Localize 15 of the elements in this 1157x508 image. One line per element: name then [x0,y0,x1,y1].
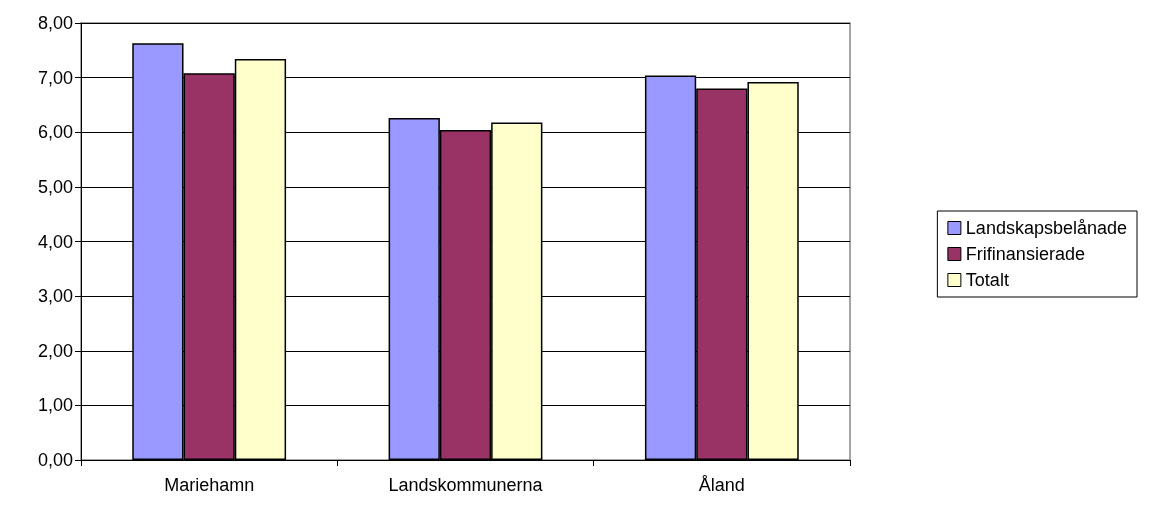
y-tick-label: 4,00 [37,231,73,252]
legend-label: Landskapsbelånade [965,218,1127,238]
y-tick-label: 1,00 [37,395,73,416]
y-tick-label: 0,00 [37,450,73,470]
x-tick-label: Åland [698,475,745,495]
legend-label: Totalt [965,270,1009,290]
y-tick-label: 7,00 [37,67,73,88]
y-tick-label: 2,00 [37,340,73,361]
x-tick-label: Mariehamn [164,475,255,495]
legend-label: Frifinansierade [965,244,1085,264]
y-tick-label: 6,00 [37,122,73,143]
y-tick-label: 3,00 [37,286,73,307]
y-tick-label: 8,00 [37,13,73,33]
x-tick-label: Landskommunerna [388,475,544,495]
y-tick-label: 5,00 [37,176,73,197]
